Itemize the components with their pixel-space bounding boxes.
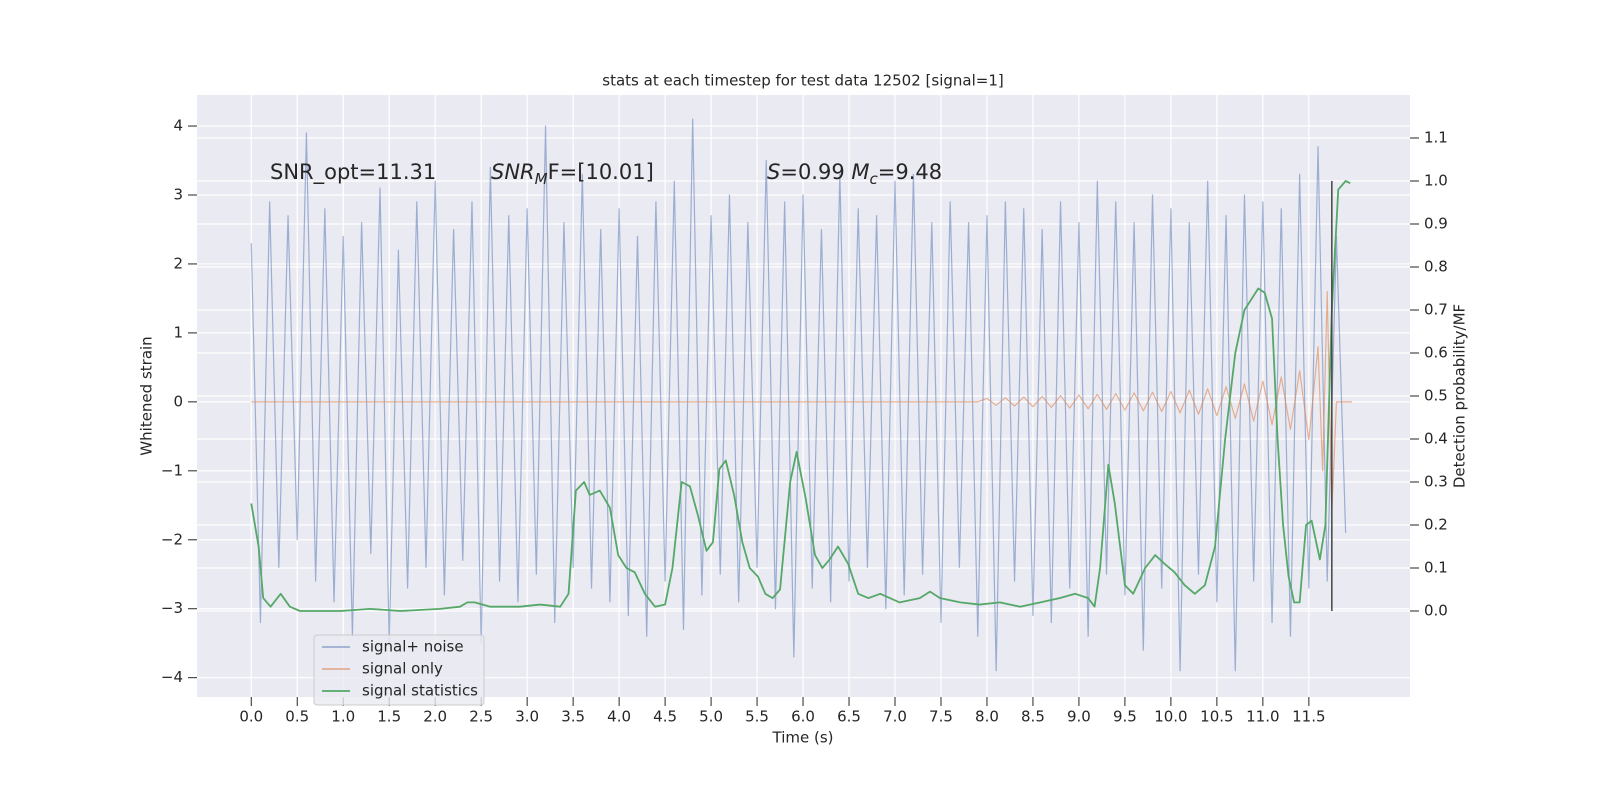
annotation-part: c — [870, 170, 879, 188]
annotation: SNR_opt=11.31 — [270, 160, 436, 185]
x-tick-label: 11.0 — [1246, 708, 1279, 726]
x-tick-label: 1.0 — [331, 708, 355, 726]
series-line — [250, 180, 1351, 612]
x-tick-label: 4.0 — [607, 708, 631, 726]
y2-tick-label: 1.1 — [1424, 129, 1448, 147]
x-tick-label: 10.5 — [1200, 708, 1233, 726]
x-tick-label: 9.0 — [1067, 708, 1091, 726]
y-tick-label: 4 — [173, 117, 183, 135]
x-tick-label: 9.5 — [1113, 708, 1137, 726]
x-tick-label: 1.5 — [377, 708, 401, 726]
x-tick-label: 5.0 — [699, 708, 723, 726]
y2-tick-label: 0.9 — [1424, 215, 1448, 233]
x-tick-label: 11.5 — [1292, 708, 1325, 726]
legend-label: signal statistics — [362, 682, 478, 700]
x-tick-label: 6.0 — [791, 708, 815, 726]
x-tick-label: 7.5 — [929, 708, 953, 726]
annotation-part: F=[10.01] — [548, 160, 654, 184]
x-tick-label: 4.5 — [653, 708, 677, 726]
y2-tick-label: 0.2 — [1424, 516, 1448, 534]
x-tick-label: 3.5 — [561, 708, 585, 726]
y2-tick-label: 0.8 — [1424, 258, 1448, 276]
annotation: S=0.99 Mc=9.48 — [767, 160, 942, 188]
legend-box — [313, 634, 485, 706]
x-tick-label: 8.0 — [975, 708, 999, 726]
y-tick-label: −1 — [161, 461, 183, 479]
annotation-part: =9.48 — [878, 160, 942, 184]
y-tick-label: 2 — [173, 254, 183, 272]
y2-tick-label: 0.0 — [1424, 602, 1448, 620]
legend-label: signal only — [362, 660, 443, 678]
y2-tick-label: 0.1 — [1424, 559, 1448, 577]
y-tick-label: 0 — [173, 392, 183, 410]
y2-tick-label: 0.6 — [1424, 344, 1448, 362]
y2-axis-label: Detection probability/MF — [1451, 304, 1469, 488]
series-line — [251, 290, 1353, 513]
y-tick-label: −3 — [161, 599, 183, 617]
x-tick-label: 0.5 — [285, 708, 309, 726]
y-tick-label: 1 — [173, 323, 183, 341]
x-tick-label: 3.0 — [515, 708, 539, 726]
y-axis-label: Whitened strain — [138, 336, 156, 455]
annotation-part: SNR — [491, 160, 535, 184]
y-tick-label: 3 — [173, 185, 183, 203]
chart-title: stats at each timestep for test data 125… — [602, 72, 1003, 90]
legend: signal+ noise signal only signal statistic… — [313, 634, 485, 706]
annotation-part: =0.99 — [780, 160, 851, 184]
annotation-part: M — [535, 170, 548, 188]
y2-tick-label: 0.3 — [1424, 473, 1448, 491]
annotation-part: M — [851, 160, 869, 184]
x-tick-label: 0.0 — [239, 708, 263, 726]
x-axis-label: Time (s) — [772, 729, 834, 747]
x-tick-label: 7.0 — [883, 708, 907, 726]
annotation-part: SNR_opt=11.31 — [270, 160, 436, 185]
legend-label: signal+ noise — [362, 638, 464, 656]
x-tick-label: 2.0 — [423, 708, 447, 726]
x-tick-label: 2.5 — [469, 708, 493, 726]
y-tick-label: −2 — [161, 530, 183, 548]
series-line — [250, 118, 1347, 672]
x-tick-label: 10.0 — [1154, 708, 1187, 726]
y-tick-label: −4 — [161, 668, 183, 686]
annotation: SNRMF=[10.01] — [491, 160, 654, 188]
y2-tick-label: 0.7 — [1424, 301, 1448, 319]
annotation-part: S — [767, 160, 780, 184]
y2-tick-label: 0.4 — [1424, 430, 1448, 448]
x-tick-label: 6.5 — [837, 708, 861, 726]
x-tick-label: 5.5 — [745, 708, 769, 726]
y2-tick-label: 0.5 — [1424, 387, 1448, 405]
y2-tick-label: 1.0 — [1424, 172, 1448, 190]
x-tick-label: 8.5 — [1021, 708, 1045, 726]
